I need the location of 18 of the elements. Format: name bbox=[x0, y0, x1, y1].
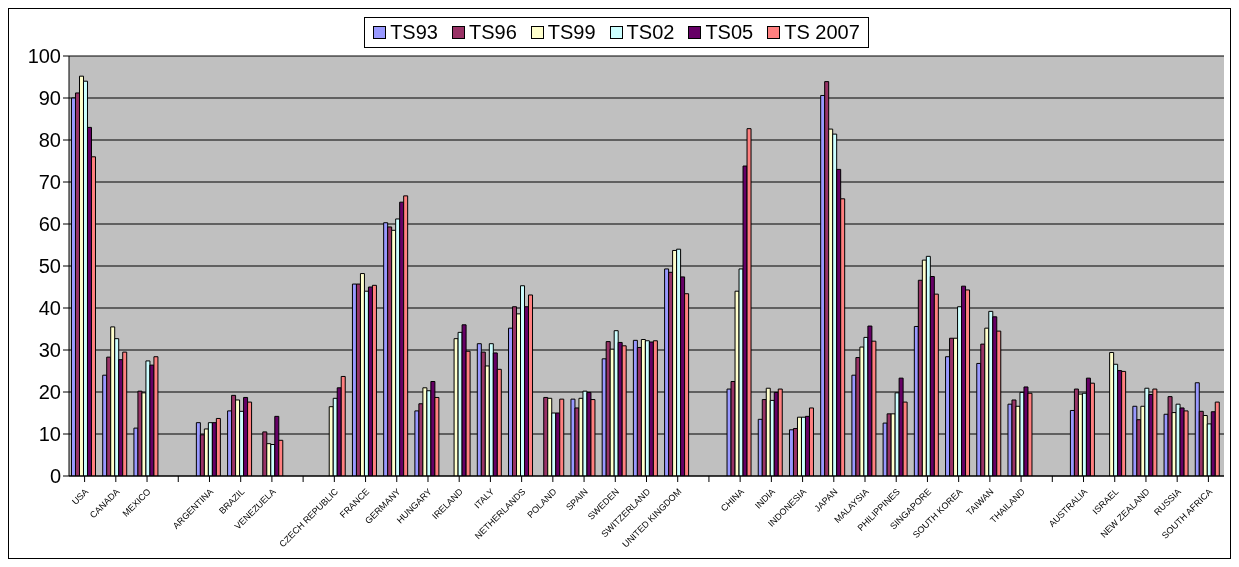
x-tick-label: USA bbox=[70, 486, 91, 507]
legend-label: TS96 bbox=[468, 21, 517, 44]
y-tick-label: 0 bbox=[49, 465, 61, 488]
y-tick-label: 40 bbox=[38, 297, 61, 320]
y-tick-label: 20 bbox=[38, 381, 61, 404]
y-tick-label: 60 bbox=[38, 213, 61, 236]
y-tick-label: 80 bbox=[38, 129, 61, 152]
legend-label: TS93 bbox=[390, 21, 438, 44]
legend-label: TS99 bbox=[547, 21, 596, 44]
y-tick-label: 90 bbox=[38, 87, 61, 110]
y-tick-label: 70 bbox=[38, 171, 61, 194]
y-tick-label: 100 bbox=[27, 45, 61, 68]
legend-label: TS05 bbox=[705, 21, 754, 44]
y-tick-label: 50 bbox=[38, 255, 61, 278]
legend-label: TS 2007 bbox=[784, 21, 860, 44]
legend-label: TS02 bbox=[626, 21, 675, 44]
y-tick-label: 30 bbox=[38, 339, 61, 362]
y-tick-label: 10 bbox=[38, 423, 61, 446]
